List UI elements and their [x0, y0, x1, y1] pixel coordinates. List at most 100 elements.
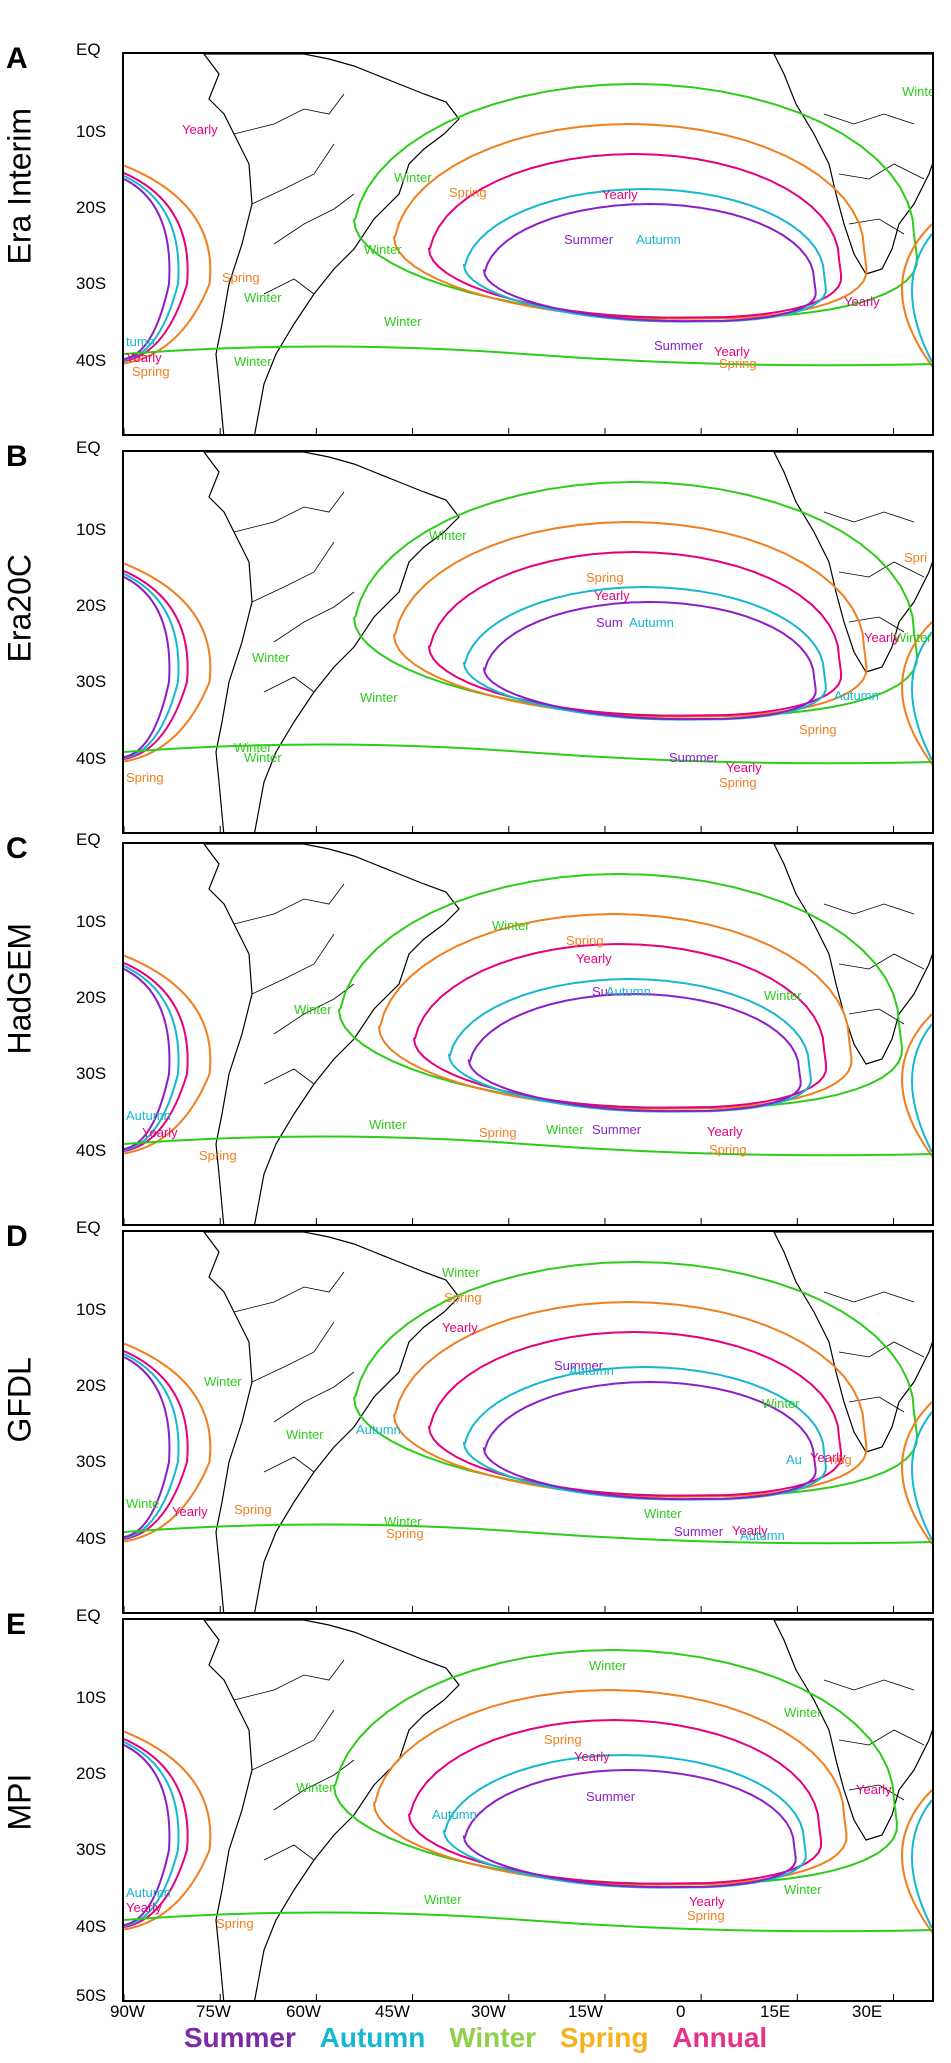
lat-tick: 30S [76, 274, 107, 293]
contour-label: tumn [126, 334, 155, 349]
contour-label: Winter [384, 314, 422, 329]
border-line [823, 113, 915, 125]
contour-line [462, 1365, 827, 1501]
border-line [848, 1784, 905, 1801]
coastline [203, 844, 460, 1224]
map-svg: WinterWinterSpringYearlySummerAutumnWint… [124, 1620, 932, 2000]
contour-label: Spring [586, 570, 624, 585]
border-line [233, 491, 345, 533]
contour-line [482, 600, 817, 721]
border-line [233, 883, 345, 925]
contour-label: Spring [216, 1916, 254, 1931]
contour-line [124, 1744, 171, 1926]
contour-line [462, 585, 827, 721]
legend-spring: Spring [559, 2022, 649, 2053]
contour-line [124, 968, 171, 1150]
contour-label: Spring [386, 1526, 424, 1541]
contour-line [427, 550, 843, 717]
lon-tick: 15E [760, 2002, 791, 2021]
lon-tick: 90W [110, 2002, 145, 2021]
contour-label: Winter [244, 290, 282, 305]
legend-winter: Winter [449, 2022, 537, 2053]
contour-label: Spring [449, 185, 487, 200]
contour-label: Yearly [856, 1782, 892, 1797]
contour-label: Winter [244, 750, 282, 765]
contour-label: Winter [429, 528, 467, 543]
contour-label: Winter [589, 1658, 627, 1673]
lat-tick: EQ [76, 438, 101, 457]
panel-letter: E [6, 1608, 27, 1641]
map-svg: Yearly Winter Spring Yearly Summer Autumn Wint… [124, 54, 932, 434]
contour-label: Summer [669, 750, 719, 765]
border-line [838, 1729, 925, 1746]
border-line [251, 143, 335, 205]
contour-label: Summer [654, 338, 704, 353]
lat-tick: EQ [76, 40, 101, 59]
contour-line [124, 1135, 932, 1157]
border-line [263, 676, 315, 693]
lat-tick: 30S [76, 1840, 107, 1859]
contour-label: Winter [546, 1122, 584, 1137]
contour-line [124, 1356, 171, 1538]
contour-line [407, 1718, 823, 1885]
contour-line [124, 954, 212, 1155]
map-panel: Winter Spring Yearly Sum Autumn Winter Winter W… [122, 450, 934, 834]
border-line [838, 1341, 925, 1358]
contour-line [901, 621, 932, 765]
contour-line [911, 1023, 932, 1153]
contour-label: Winter [784, 1882, 822, 1897]
lat-tick: 20S [76, 988, 107, 1007]
contour-label: Winter [762, 1396, 800, 1411]
lat-tick-50s: 50S [76, 1986, 107, 2005]
contour-line [911, 1411, 932, 1541]
contour-label: Winter [902, 84, 932, 99]
contour-label: Autumn [636, 232, 681, 247]
border-line [263, 278, 315, 295]
contour-label: Winter [394, 170, 432, 185]
contour-label: Yearly [810, 1450, 846, 1465]
contour-line [352, 1260, 918, 1497]
contour-label: Yearly [602, 187, 638, 202]
lat-tick: EQ [76, 830, 101, 849]
contour-label: Autumn [432, 1807, 477, 1822]
contour-label: Winter [296, 1780, 334, 1795]
border-line [263, 1844, 315, 1861]
lon-tick: 45W [375, 2002, 410, 2021]
lat-tick: EQ [76, 1218, 101, 1237]
contour-label: Spring [719, 356, 757, 371]
map-svg: WinterSpringYearlySuAutumnWinterWinterWi… [124, 844, 932, 1224]
contour-line [124, 1730, 212, 1931]
contour-line [124, 1350, 189, 1540]
map-panel: Winter Spring Yearly Su Autumn Winter Winter Wi… [122, 842, 934, 1226]
contour-line [332, 1648, 898, 1885]
contour-line [124, 175, 180, 361]
contour-line [901, 1013, 932, 1157]
lat-tick: 30S [76, 1064, 107, 1083]
contour-line [442, 1753, 807, 1889]
panel-title: MPI [1, 1773, 38, 1831]
lon-tick: 0 [676, 2002, 686, 2021]
contour-label: Winter [360, 690, 398, 705]
panel-title: HadGEM [1, 922, 38, 1055]
lat-tick: 20S [76, 1764, 107, 1783]
contour-line [337, 872, 903, 1109]
border-line [823, 1291, 915, 1303]
contour-label: Autumn [569, 1363, 614, 1378]
lat-tick: 30S [76, 1452, 107, 1471]
contour-label: Spring [566, 933, 604, 948]
contour-label: Yearly [126, 350, 162, 365]
map-panel: Yearly Winter Spring Yearly Summer Autumn Wint… [122, 52, 934, 436]
lat-tick: 30S [76, 672, 107, 691]
map-svg: WinterSpringYearlySummerAutumnWinterWint… [124, 1232, 932, 1612]
contour-label: Winter [364, 242, 402, 257]
border-line [273, 591, 355, 643]
coastline [203, 54, 460, 434]
border-line [838, 163, 925, 180]
lon-tick: 15W [568, 2002, 603, 2021]
border-line [233, 1659, 345, 1701]
lon-tick: 75W [196, 2002, 231, 2021]
border-line [823, 1679, 915, 1691]
lat-tick: EQ [76, 1606, 101, 1625]
contour-label: Yearly [126, 1900, 162, 1915]
